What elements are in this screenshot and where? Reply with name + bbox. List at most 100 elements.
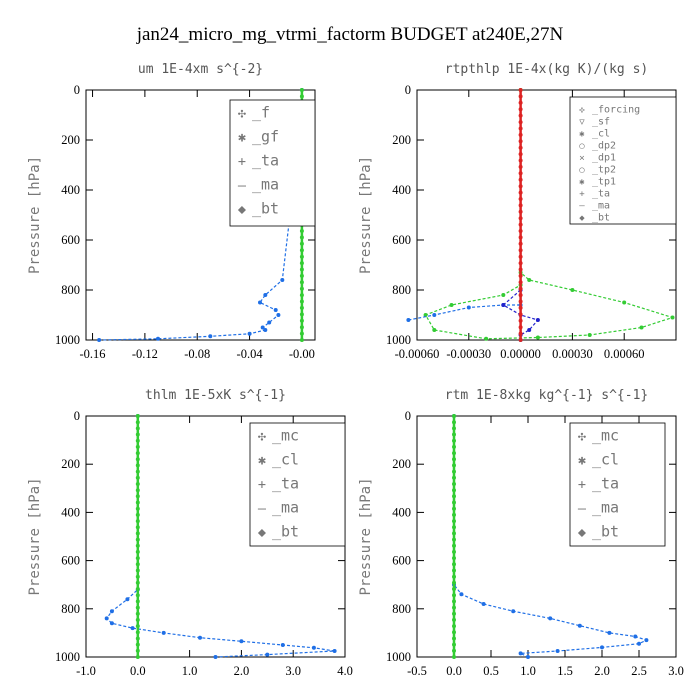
data-point: [135, 617, 140, 622]
x-tick-label: 0.0: [130, 664, 146, 678]
data-point: [432, 328, 437, 332]
legend-marker: ✣: [578, 428, 586, 444]
data-point: [135, 556, 140, 561]
data-point: [452, 543, 456, 548]
data-point: [452, 475, 456, 480]
data-point: [135, 414, 140, 418]
data-point: [452, 562, 456, 567]
y-tick-label: 200: [61, 457, 80, 471]
y-axis-label: Pressure [hPa]: [27, 477, 43, 595]
data-point: [135, 482, 140, 486]
x-tick-label: -0.5: [407, 664, 427, 678]
x-tick-label: 2.0: [594, 664, 610, 678]
data-point: [452, 580, 456, 585]
data-point: [644, 638, 649, 643]
data-point: [535, 318, 540, 322]
figure-title: jan24_micro_mg_vtrmi_factorm BUDGET at24…: [136, 24, 564, 45]
legend-marker: –: [258, 500, 267, 516]
data-point: [484, 336, 489, 341]
data-point: [518, 325, 523, 330]
x-tick-label: -0.00: [289, 347, 315, 361]
data-point: [555, 649, 560, 653]
data-point: [299, 299, 304, 304]
data-point: [535, 335, 540, 340]
data-point: [161, 630, 166, 635]
y-tick-label: 800: [61, 283, 80, 297]
legend-entry: _tp1: [592, 177, 616, 188]
data-point: [518, 100, 523, 105]
legend: ✣ _mc ✱ _cl + _ta– _ma ◆ _bt: [569, 422, 666, 547]
data-point: [247, 331, 252, 336]
data-point: [104, 616, 109, 621]
data-point: [299, 88, 304, 92]
data-point: [135, 438, 140, 443]
data-point: [452, 617, 456, 622]
data-point: [639, 325, 644, 330]
x-tick-label: 0.5: [483, 664, 499, 678]
data-point: [135, 611, 140, 616]
data-point: [452, 593, 456, 598]
x-tick-label: 1.0: [182, 664, 198, 678]
y-tick-label: 600: [392, 554, 411, 568]
y-tick-label: 200: [61, 133, 80, 147]
data-point: [600, 645, 604, 650]
data-point: [501, 293, 506, 297]
legend-marker: +: [258, 476, 266, 492]
data-point: [518, 299, 523, 304]
data-point: [452, 537, 456, 542]
legend-entry: _cl: [272, 450, 299, 468]
data-point: [135, 519, 140, 524]
data-point: [452, 624, 456, 629]
legend-marker: ✱: [579, 130, 585, 140]
data-point: [452, 531, 456, 536]
data-point: [135, 648, 140, 653]
legend-entry: _bt: [592, 213, 610, 224]
data-point: [518, 273, 523, 278]
data-point: [518, 261, 523, 266]
data-point: [452, 648, 456, 653]
data-point: [452, 494, 456, 499]
data-point: [273, 308, 278, 312]
data-point: [518, 145, 523, 150]
data-point: [135, 605, 140, 610]
legend-marker: ○: [579, 142, 585, 152]
legend-marker: ◆: [578, 524, 587, 540]
data-point: [518, 126, 523, 131]
data-point: [156, 336, 160, 341]
data-point: [518, 216, 523, 221]
data-point: [299, 305, 304, 310]
data-point: [452, 426, 456, 431]
data-point: [518, 248, 523, 253]
data-point: [332, 649, 337, 653]
data-point: [452, 482, 456, 486]
data-point: [449, 303, 454, 307]
data-point: [299, 241, 304, 246]
legend-entry: _bt: [252, 199, 279, 217]
data-point: [452, 519, 456, 524]
legend-marker: +: [578, 476, 586, 492]
x-tick-label: 1.0: [520, 664, 536, 678]
legend-entry: _ma: [252, 175, 279, 193]
data-point: [135, 580, 140, 585]
data-point: [135, 568, 140, 573]
data-point: [452, 512, 456, 517]
data-point: [548, 616, 553, 621]
data-point: [239, 639, 244, 644]
data-point: [518, 254, 523, 259]
data-point: [299, 235, 304, 240]
data-point: [135, 506, 140, 511]
data-point: [452, 642, 456, 647]
data-point: [459, 592, 464, 597]
legend-entry: _dp2: [592, 141, 616, 152]
data-point: [466, 305, 471, 310]
y-tick-label: 600: [392, 233, 411, 247]
data-point: [135, 574, 140, 579]
data-point: [299, 312, 304, 317]
x-tick-label: -0.08: [184, 347, 210, 361]
data-point: [208, 334, 213, 339]
legend-marker: ◆: [238, 201, 247, 217]
panel-title: thlm 1E-5xK s^{-1}: [145, 388, 286, 403]
data-point: [452, 438, 456, 443]
data-point: [526, 655, 530, 659]
